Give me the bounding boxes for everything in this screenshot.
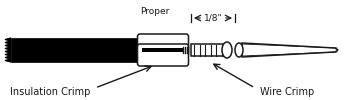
Text: 1/8": 1/8" xyxy=(204,14,222,22)
FancyBboxPatch shape xyxy=(138,34,189,56)
Text: Insulation Crimp: Insulation Crimp xyxy=(10,87,90,97)
Polygon shape xyxy=(191,44,225,56)
Ellipse shape xyxy=(222,42,232,58)
Text: Proper: Proper xyxy=(140,8,170,16)
Ellipse shape xyxy=(235,43,243,57)
Polygon shape xyxy=(5,38,11,62)
Text: Wire Crimp: Wire Crimp xyxy=(260,87,314,97)
Polygon shape xyxy=(142,48,184,52)
FancyBboxPatch shape xyxy=(138,44,189,66)
Polygon shape xyxy=(142,38,148,62)
Polygon shape xyxy=(11,38,148,62)
Polygon shape xyxy=(242,43,338,57)
